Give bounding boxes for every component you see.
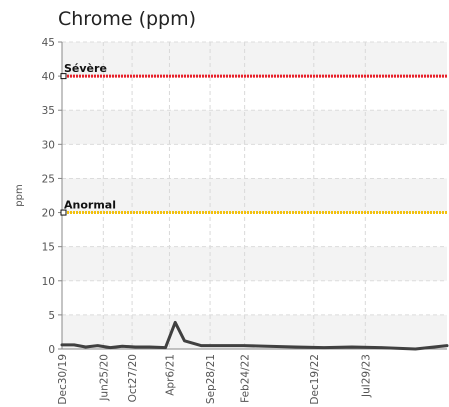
x-tick-label: Jun25/20 bbox=[98, 354, 110, 402]
y-tick-label: 40 bbox=[42, 71, 55, 83]
x-tick-label: Feb24/22 bbox=[240, 354, 252, 403]
y-tick-label: 10 bbox=[42, 276, 55, 288]
y-tick-label: 5 bbox=[48, 310, 55, 322]
y-tick-labels: 0 5 10 15 20 25 30 35 40 45 bbox=[42, 37, 55, 356]
series-line bbox=[60, 320, 449, 351]
data-series bbox=[60, 320, 449, 351]
x-tick-label: Sep28/21 bbox=[205, 354, 217, 404]
y-tick-label: 35 bbox=[42, 105, 55, 117]
y-tick-label: 20 bbox=[42, 208, 55, 220]
y-tick-label: 0 bbox=[48, 344, 55, 356]
y-tick-label: 15 bbox=[42, 242, 55, 254]
x-tick-label: Apr6/21 bbox=[164, 354, 176, 396]
y-tick-label: 25 bbox=[42, 173, 55, 185]
x-tick-label: Oct27/20 bbox=[127, 354, 139, 402]
horizontal-gridlines bbox=[58, 41, 447, 350]
chart-title: Chrome (ppm) bbox=[58, 8, 197, 30]
grid-band bbox=[62, 314, 447, 349]
y-tick-label: 45 bbox=[42, 37, 55, 49]
threshold-label: Sévère bbox=[64, 62, 107, 75]
threshold-label: Anormal bbox=[64, 199, 116, 212]
y-axis-label: ppm bbox=[14, 184, 25, 206]
x-tick-label: Dec30/19 bbox=[57, 354, 69, 405]
threshold-marker bbox=[60, 73, 67, 80]
x-tick-label: Jul29/23 bbox=[360, 354, 372, 398]
threshold-lines: Sévère Anormal bbox=[60, 62, 447, 216]
grid-band bbox=[62, 42, 447, 77]
grid-band bbox=[62, 110, 447, 145]
plot-background-bands bbox=[62, 42, 447, 349]
grid-band bbox=[62, 246, 447, 281]
threshold-marker bbox=[60, 209, 67, 216]
grid-band bbox=[62, 178, 447, 213]
x-tick-labels: Dec30/19 Jun25/20 Oct27/20 Apr6/21 Sep28/21 F… bbox=[57, 354, 372, 405]
x-tick-label: Dec19/22 bbox=[309, 354, 321, 405]
y-tick-label: 30 bbox=[42, 139, 55, 151]
